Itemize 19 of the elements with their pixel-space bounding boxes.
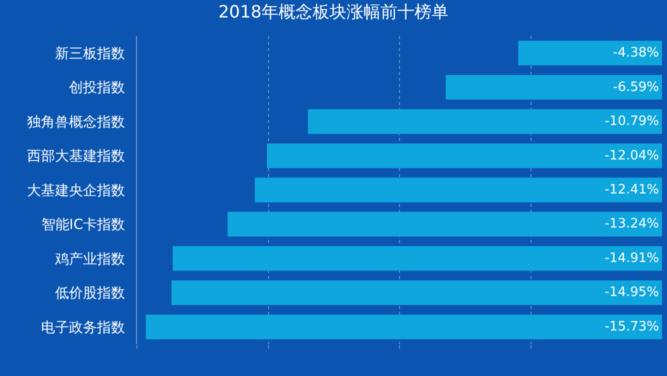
chart-title: 2018年概念板块涨幅前十榜单 [218, 2, 449, 23]
y-tick-label: 创投指数 [69, 80, 126, 96]
data-label: -12.04% [604, 148, 659, 164]
y-tick-label: 独角兽概念指数 [27, 114, 126, 130]
y-tick-label: 新三板指数 [55, 46, 126, 62]
data-label: -6.59% [613, 80, 659, 95]
data-label: -4.38% [613, 46, 659, 61]
y-tick-label: 鸡产业指数 [54, 251, 126, 268]
data-label: -15.73% [604, 319, 659, 334]
data-label: -12.41% [604, 182, 659, 198]
data-label: -14.91% [604, 250, 659, 266]
data-label: -13.24% [604, 216, 659, 232]
y-tick-label: 智能IC卡指数 [41, 217, 126, 234]
y-tick-label: 大基建央企指数 [27, 182, 126, 199]
data-label: -10.79% [604, 114, 659, 130]
y-tick-label: 低价股指数 [55, 286, 126, 302]
data-label: -14.95% [604, 285, 659, 300]
y-tick-label: 西部大基建指数 [27, 148, 126, 165]
y-tick-label: 电子政务指数 [41, 320, 126, 336]
